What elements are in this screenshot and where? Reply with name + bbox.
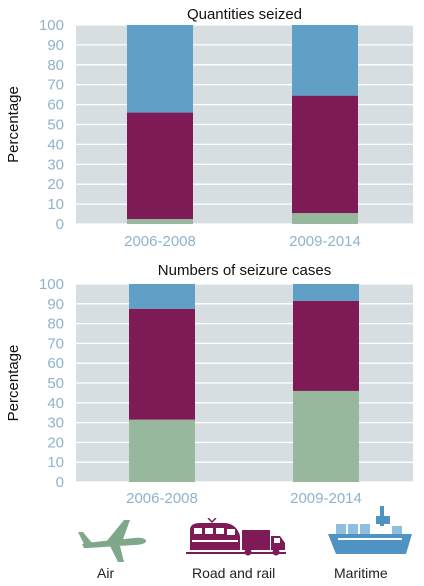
y-tick-label: 90 bbox=[47, 296, 64, 313]
bar-segment-air bbox=[293, 284, 359, 301]
y-tick-label: 30 bbox=[47, 415, 64, 432]
bar-segment-air bbox=[129, 284, 195, 309]
y-tick-label: 50 bbox=[47, 375, 64, 392]
airplane-icon bbox=[78, 520, 146, 562]
x-tick-label: 2009-2014 bbox=[290, 490, 362, 507]
bar-segment-maritime bbox=[127, 219, 193, 224]
y-tick-label: 100 bbox=[39, 276, 64, 293]
y-tick-label: 80 bbox=[47, 57, 64, 74]
y-tick-label: 60 bbox=[47, 355, 64, 372]
chart-title: Quantities seized bbox=[187, 6, 302, 23]
y-tick-label: 10 bbox=[47, 196, 64, 213]
y-tick-label: 40 bbox=[47, 136, 64, 153]
y-axis-label: Percentage bbox=[5, 86, 22, 163]
legend-item-air bbox=[76, 518, 148, 564]
legend-label-air: Air bbox=[97, 565, 115, 581]
bar-segment-maritime bbox=[292, 213, 358, 224]
container-ship-icon bbox=[328, 506, 412, 554]
y-tick-label: 70 bbox=[47, 335, 64, 352]
y-tick-label: 20 bbox=[47, 434, 64, 451]
bar-segment-road-and-rail bbox=[129, 308, 195, 420]
train-truck-icon bbox=[186, 518, 286, 556]
y-tick-label: 50 bbox=[47, 117, 64, 134]
y-axis-label: Percentage bbox=[5, 345, 22, 422]
legend-label-maritime: Maritime bbox=[334, 565, 388, 581]
y-tick-label: 0 bbox=[56, 474, 64, 491]
y-tick-label: 80 bbox=[47, 316, 64, 333]
y-tick-label: 40 bbox=[47, 395, 64, 412]
bar-segment-maritime bbox=[129, 419, 195, 482]
legend-item-road-and-rail bbox=[186, 518, 290, 558]
x-tick-label: 2006-2008 bbox=[124, 233, 196, 250]
bar-segment-road-and-rail bbox=[293, 300, 359, 391]
x-tick-label: 2009-2014 bbox=[289, 233, 361, 250]
y-tick-label: 30 bbox=[47, 156, 64, 173]
y-tick-label: 20 bbox=[47, 176, 64, 193]
bar-segment-road-and-rail bbox=[127, 112, 193, 220]
bar-segment-air bbox=[292, 25, 358, 96]
legend-item-maritime bbox=[328, 504, 414, 556]
y-tick-label: 10 bbox=[47, 454, 64, 471]
x-tick-label: 2006-2008 bbox=[126, 490, 198, 507]
bar-segment-maritime bbox=[293, 390, 359, 482]
y-tick-label: 70 bbox=[47, 77, 64, 94]
bar-segment-road-and-rail bbox=[292, 95, 358, 214]
y-tick-label: 60 bbox=[47, 97, 64, 114]
y-tick-label: 0 bbox=[56, 216, 64, 233]
chart-title: Numbers of seizure cases bbox=[158, 262, 331, 279]
y-tick-label: 100 bbox=[39, 17, 64, 34]
y-tick-label: 90 bbox=[47, 37, 64, 54]
bar-segment-air bbox=[127, 25, 193, 113]
legend-label-road-and-rail: Road and rail bbox=[192, 565, 276, 581]
